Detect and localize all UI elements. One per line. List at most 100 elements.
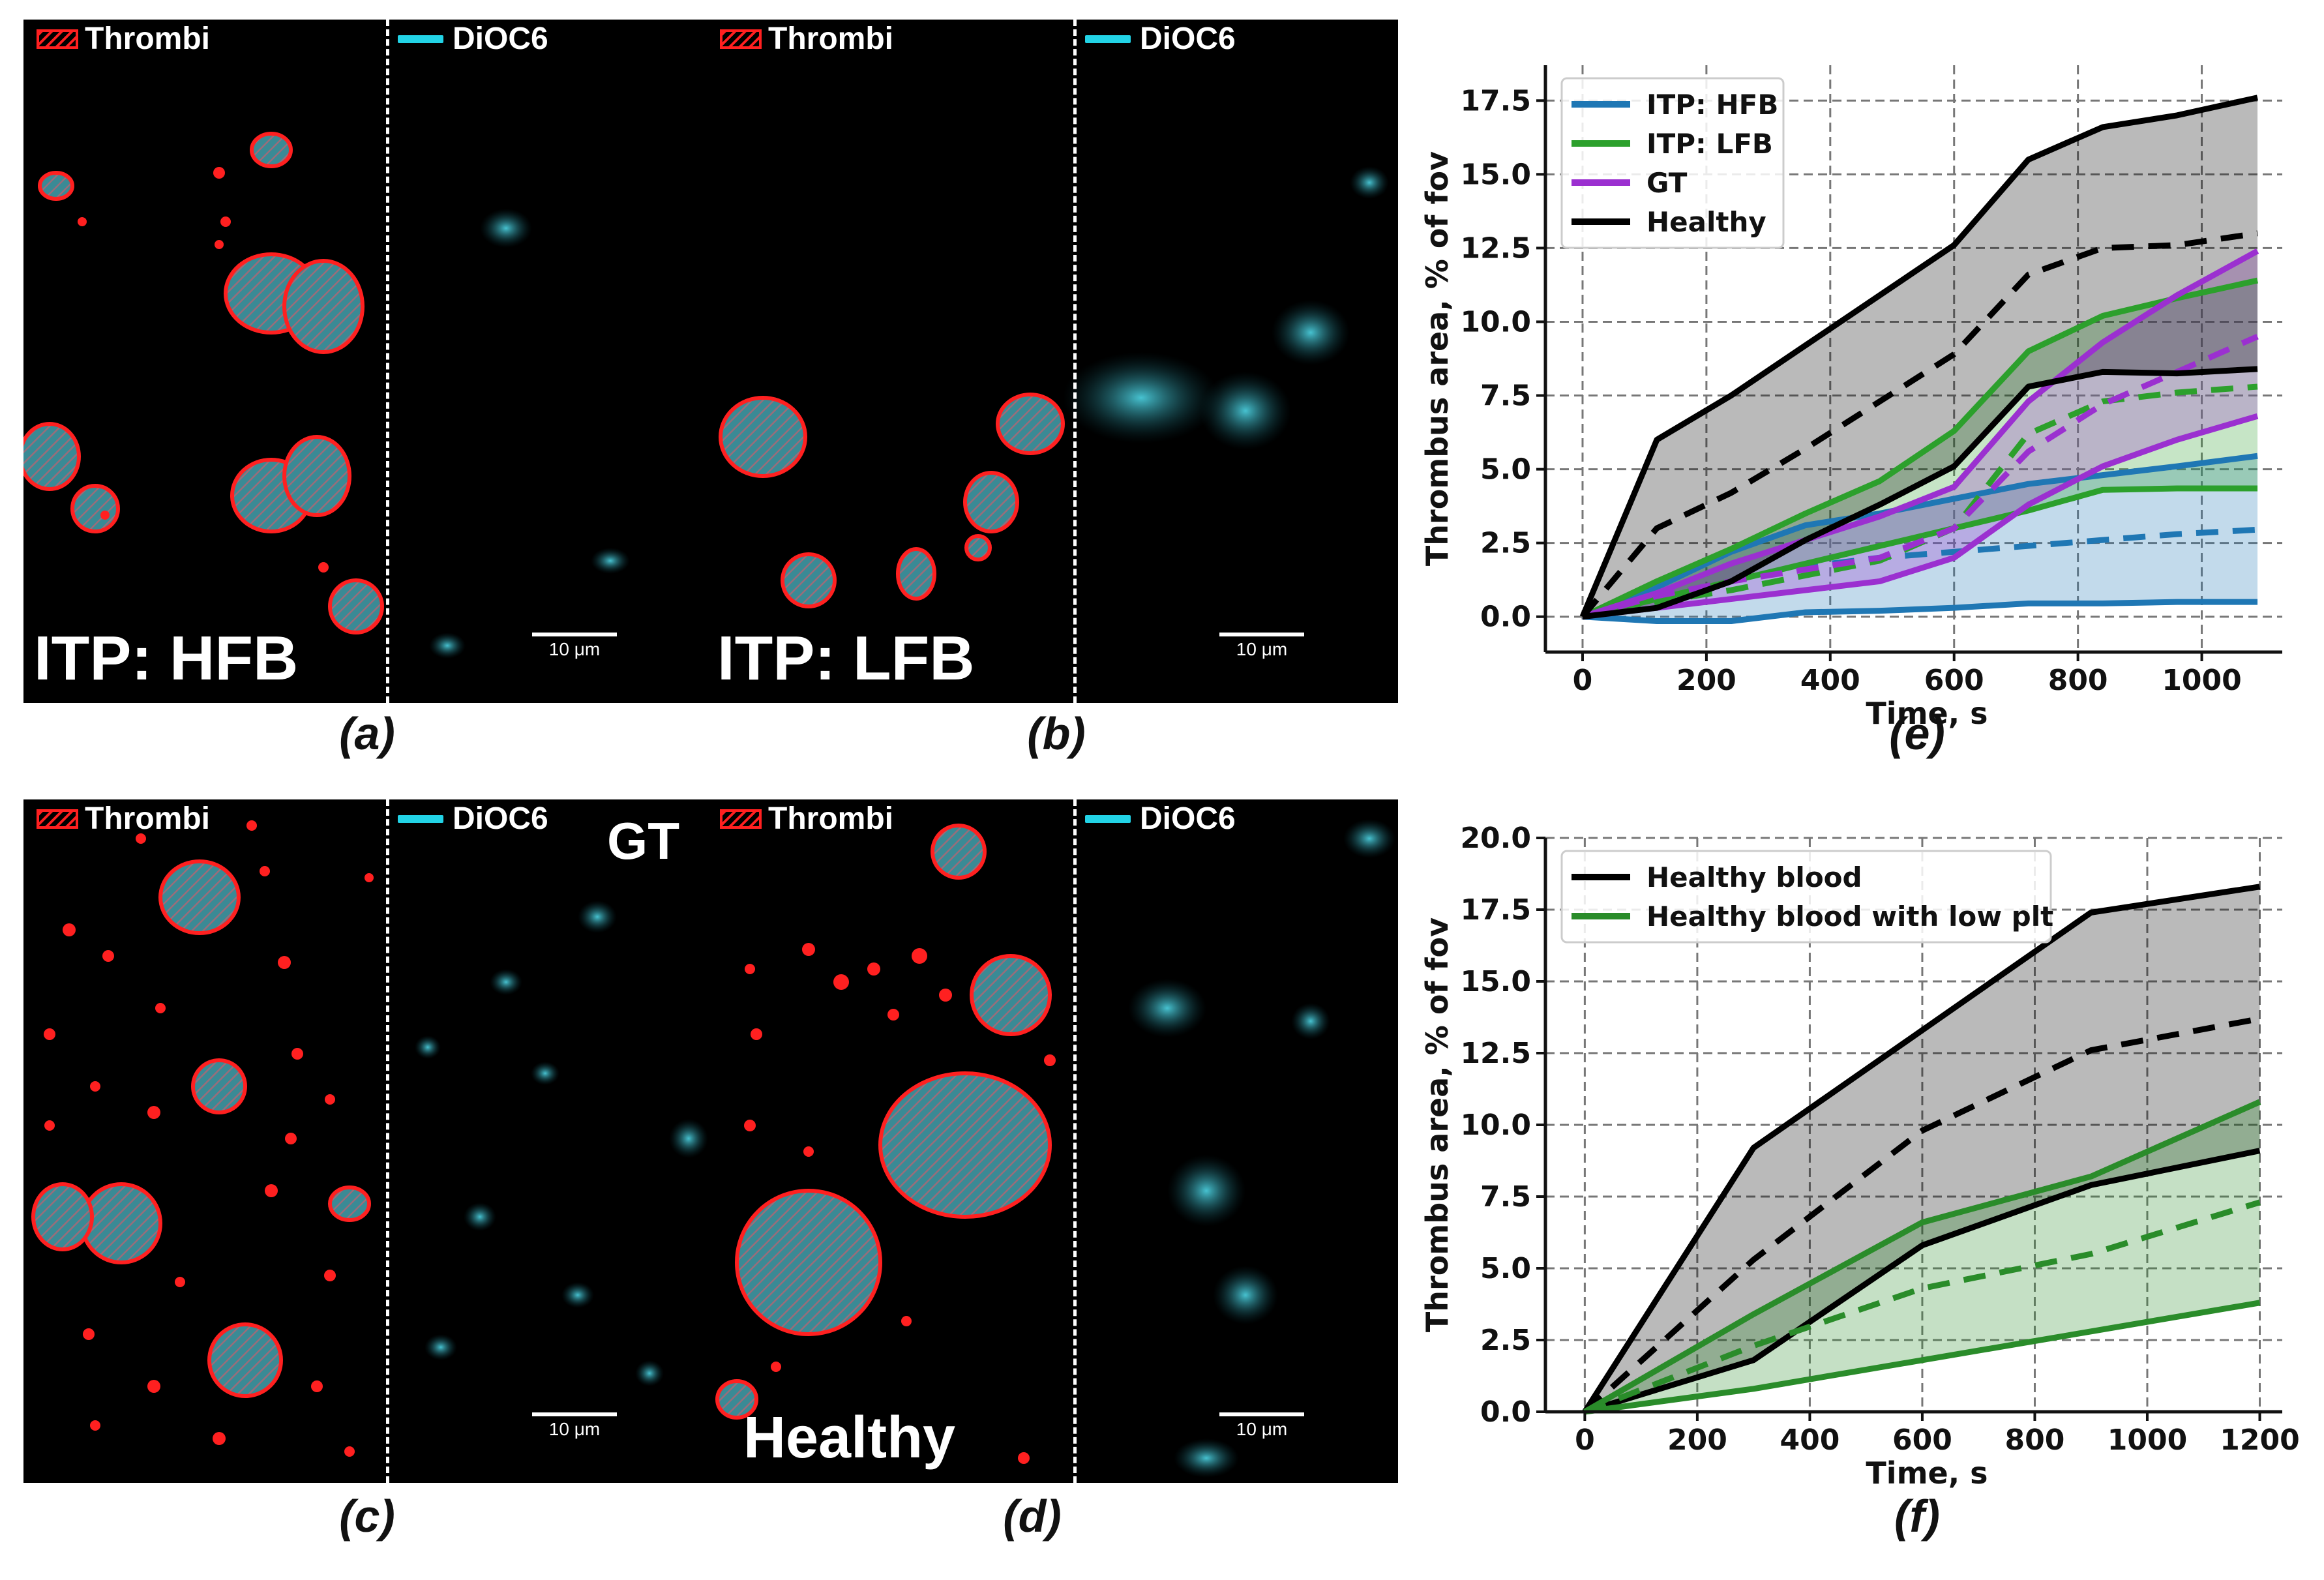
y-axis-label: Thrombus area, % of fov [1420, 151, 1455, 566]
cyan-line-swatch-icon [1085, 814, 1131, 823]
cyan-line-swatch-icon [1085, 35, 1131, 43]
dioc6-legend: DiOC6 [1085, 21, 1236, 57]
thrombi-legend-text: Thrombi [768, 22, 893, 56]
x-axis-label: Time, s [1866, 1455, 1988, 1491]
hatch-swatch-icon [37, 29, 78, 49]
legend: ITP: HFB ITP: LFB GT Healthy [1560, 77, 1785, 249]
micro-panel-d: Thrombi DiOC6 Healthy 10 μm [711, 799, 1398, 1483]
dioc6-legend: DiOC6 [398, 21, 548, 57]
y-tick-label: 2.5 [1480, 1324, 1531, 1357]
x-tick-label: 1200 [2220, 1423, 2299, 1457]
hatch-swatch-icon [720, 809, 762, 829]
panel-label-d: (d) [1003, 1491, 1062, 1542]
band-healthy [1585, 886, 2260, 1412]
x-tick-label: 0 [1575, 1423, 1595, 1457]
y-tick-label: 10.0 [1460, 1109, 1531, 1142]
panel-label-a: (a) [339, 708, 395, 759]
lower-line-healthy [1584, 1148, 2261, 1415]
dioc6-legend-text: DiOC6 [453, 801, 548, 836]
thrombi-legend-text: Thrombi [85, 801, 210, 836]
mean-line-healthy [1583, 1015, 2261, 1414]
x-tick-label: 400 [1800, 664, 1860, 697]
micro-panel-b: Thrombi DiOC6 ITP: LFB 10 μm [711, 20, 1398, 703]
scale-bar-text: 10 μm [548, 639, 601, 659]
scale-bar: 10 μm [1219, 1412, 1304, 1440]
x-tick-label: 0 [1573, 664, 1593, 697]
thrombi-legend-text: Thrombi [768, 801, 893, 836]
dioc6-legend: DiOC6 [1085, 801, 1236, 837]
legend-label: ITP: HFB [1646, 89, 1778, 121]
x-tick-label: 200 [1667, 1423, 1727, 1457]
condition-label: ITP: LFB [717, 623, 975, 693]
chart-e: 0 200 400 600 800 1000 0.0 2.5 5.0 7.5 10.0 12.5 15.… [1415, 46, 2308, 747]
y-tick-label: 5.0 [1480, 453, 1531, 486]
legend-label: ITP: LFB [1646, 128, 1773, 160]
micrograph-image-a [23, 132, 630, 659]
y-tick-label: 10.0 [1460, 305, 1531, 338]
cyan-line-swatch-icon [398, 814, 443, 823]
panel-label-e: (e) [1889, 708, 1945, 759]
dioc6-legend: DiOC6 [398, 801, 548, 837]
condition-label: GT [607, 812, 680, 870]
lower-line-hfb [1582, 599, 2258, 625]
y-tick-label: 15.0 [1460, 965, 1531, 998]
chart-f: 0 200 400 600 800 1000 1200 0.0 2.5 5.0 7.5 10.0 12.… [1415, 818, 2308, 1506]
y-tick-label: 15.0 [1460, 158, 1531, 191]
y-tick-label: 0.0 [1480, 601, 1531, 634]
mean-line-healthy [1580, 230, 2258, 619]
y-tick-label: 12.5 [1460, 1037, 1531, 1070]
x-tick-label: 1000 [2162, 664, 2241, 697]
upper-line-healthy [1579, 95, 2258, 618]
band-lfb [1582, 280, 2258, 617]
lower-line-gt [1582, 413, 2259, 620]
chart-e-svg: 0 200 400 600 800 1000 0.0 2.5 5.0 7.5 10.0 12.5 15.… [1420, 65, 2282, 731]
x-tick-label: 600 [1924, 664, 1984, 697]
y-tick-label: 7.5 [1480, 1180, 1531, 1214]
y-tick-label: 5.0 [1480, 1252, 1531, 1285]
x-tick-label: 600 [1892, 1423, 1952, 1457]
thrombi-legend: Thrombi [37, 801, 210, 837]
y-tick-label: 0.0 [1480, 1395, 1531, 1429]
lower-line-low_plt [1584, 1300, 2261, 1415]
y-tick-label: 2.5 [1480, 527, 1531, 560]
mean-line-gt [1581, 333, 2259, 620]
y-tick-label: 20.0 [1460, 822, 1531, 855]
scale-bar-text: 10 μm [1236, 639, 1288, 659]
y-axis-label: Thrombus area, % of fov [1420, 917, 1455, 1332]
x-tick-label: 800 [2048, 664, 2108, 697]
panel-label-b: (b) [1027, 708, 1086, 759]
panel-label-f: (f) [1894, 1491, 1940, 1542]
y-tick-label: 12.5 [1460, 231, 1531, 265]
hatch-swatch-icon [720, 29, 762, 49]
upper-line-healthy [1582, 884, 2261, 1414]
micrograph-image-d [715, 819, 1395, 1478]
scale-bar-text: 10 μm [1236, 1419, 1288, 1439]
y-tick-label: 7.5 [1480, 380, 1531, 413]
dioc6-legend-text: DiOC6 [1140, 801, 1236, 836]
panel-label-c: (c) [339, 1491, 395, 1542]
cyan-line-swatch-icon [398, 35, 443, 43]
thrombi-legend: Thrombi [37, 21, 210, 57]
y-tick-label: 17.5 [1460, 84, 1531, 117]
scale-bar: 10 μm [1219, 633, 1304, 660]
dioc6-legend-text: DiOC6 [1140, 22, 1236, 56]
micrograph-image-b [719, 166, 1389, 608]
chart-f-svg: 0 200 400 600 800 1000 1200 0.0 2.5 5.0 7.5 10.0 12.… [1420, 822, 2300, 1491]
hatch-swatch-icon [37, 809, 78, 829]
band-healthy [1582, 97, 2258, 617]
legend-label: Healthy blood with low plt [1646, 901, 2053, 932]
legend-box [1560, 77, 1785, 249]
legend-label: GT [1646, 167, 1688, 199]
upper-line-low_plt [1583, 1099, 2261, 1414]
panel-divider [1073, 20, 1077, 703]
micro-panel-c: Thrombi DiOC6 GT 10 μm [23, 799, 711, 1483]
legend: Healthy blood Healthy blood with low plt [1560, 850, 2053, 944]
y-tick-label: 17.5 [1460, 893, 1531, 927]
panel-divider [1073, 799, 1077, 1483]
condition-label: Healthy [743, 1405, 956, 1470]
lower-line-healthy [1582, 366, 2258, 620]
legend-label: Healthy blood [1646, 861, 1862, 893]
x-tick-label: 200 [1676, 664, 1736, 697]
thrombi-legend: Thrombi [720, 21, 893, 57]
thrombi-legend: Thrombi [720, 801, 893, 837]
